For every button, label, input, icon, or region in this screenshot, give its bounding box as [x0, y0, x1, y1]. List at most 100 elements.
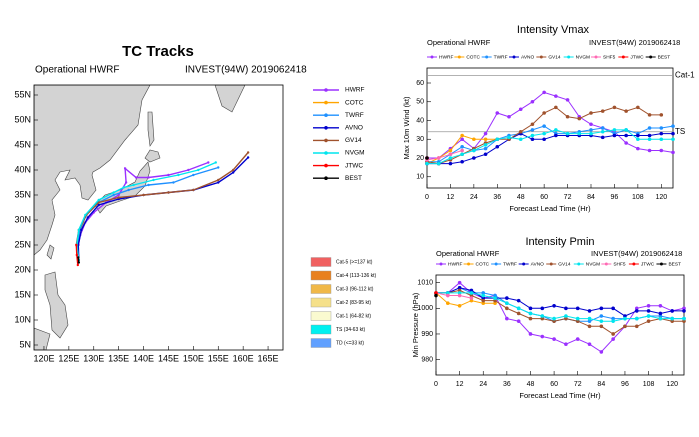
- legend-marker: [324, 126, 328, 130]
- legend-label: GV14: [345, 137, 362, 144]
- data-point: [564, 314, 568, 318]
- data-point: [117, 196, 120, 199]
- data-point: [187, 168, 190, 172]
- data-point: [481, 291, 486, 295]
- data-point: [599, 314, 604, 318]
- intensity-label: Cat-5 (>=137 kt): [336, 259, 373, 265]
- data-point: [425, 161, 429, 166]
- data-point: [207, 161, 210, 164]
- data-point: [481, 296, 486, 300]
- chart-subtitle: Operational HWRF: [436, 249, 500, 258]
- data-point: [192, 173, 195, 177]
- land-taiwan: [46, 244, 55, 260]
- data-point: [540, 306, 545, 311]
- data-point: [599, 306, 604, 311]
- legend-marker: [494, 262, 498, 266]
- data-point: [636, 133, 640, 138]
- x-tick-label: 12: [447, 194, 455, 201]
- x-tick-label: 48: [517, 194, 525, 201]
- data-point: [554, 105, 558, 110]
- data-point: [565, 114, 570, 119]
- data-point: [565, 98, 570, 102]
- data-point: [97, 198, 100, 202]
- legend-label: JTWC: [641, 261, 655, 267]
- series-line: [435, 292, 472, 299]
- data-point: [589, 122, 593, 127]
- data-point: [481, 301, 486, 306]
- legend-label: BEST: [658, 54, 671, 60]
- data-point: [670, 309, 674, 313]
- legend-label: GV14: [548, 54, 561, 60]
- data-point: [634, 324, 639, 329]
- legend-marker: [549, 262, 553, 266]
- data-point: [152, 178, 155, 182]
- legend-marker: [567, 55, 571, 59]
- data-point: [647, 148, 652, 153]
- data-point: [671, 124, 675, 128]
- y-tick-label: 5N: [19, 339, 31, 349]
- x-tick-label: 84: [587, 194, 595, 201]
- data-point: [540, 334, 545, 339]
- legend-label: COTC: [466, 54, 480, 60]
- y-axis-label: Min Pressure (hPa): [411, 292, 420, 357]
- data-point: [147, 176, 150, 179]
- data-point: [623, 314, 627, 318]
- data-point: [469, 288, 474, 293]
- data-point: [483, 131, 488, 136]
- x-tick-label: 108: [632, 194, 644, 201]
- data-point: [505, 316, 509, 321]
- data-point: [670, 316, 674, 321]
- data-point: [646, 319, 651, 323]
- reference-label: Cat-1: [675, 71, 695, 80]
- x-tick-label: 72: [564, 194, 572, 201]
- data-point: [552, 319, 556, 323]
- data-point: [530, 128, 535, 132]
- series-line: [427, 125, 674, 163]
- data-point: [197, 168, 200, 172]
- data-point: [434, 291, 438, 295]
- data-point: [457, 280, 462, 285]
- data-point: [540, 316, 545, 321]
- data-point: [587, 316, 592, 321]
- data-point: [634, 309, 639, 313]
- chart-title: Intensity Vmax: [517, 24, 590, 36]
- data-point: [624, 109, 628, 113]
- y-tick-label: 25N: [14, 239, 31, 249]
- land-borneo: [34, 327, 51, 350]
- legend-label: GV14: [558, 261, 571, 267]
- x-tick-label: 120: [655, 194, 667, 201]
- plot-frame: [426, 67, 674, 189]
- y-tick-label: 55N: [14, 89, 31, 99]
- series-line: [427, 91, 674, 159]
- intensity-label: Cat-4 (113-136 kt): [336, 273, 377, 279]
- x-tick-label: 60: [540, 194, 548, 201]
- legend-marker: [649, 55, 653, 59]
- data-point: [84, 213, 87, 217]
- data-point: [80, 228, 83, 232]
- legend-marker: [659, 262, 663, 266]
- data-point: [469, 293, 474, 298]
- x-tick-label: 165E: [258, 353, 279, 363]
- data-point: [634, 316, 639, 321]
- data-point: [542, 111, 546, 115]
- data-point: [124, 181, 128, 184]
- data-point: [682, 309, 686, 313]
- x-tick-label: 36: [493, 194, 501, 201]
- data-point: [542, 131, 546, 136]
- x-tick-label: 24: [479, 381, 487, 388]
- land-hokkaido: [144, 149, 161, 163]
- data-point: [587, 309, 592, 313]
- data-point: [505, 301, 509, 306]
- x-tick-label: 72: [574, 381, 582, 388]
- land-kamchatka: [214, 85, 246, 113]
- data-point: [481, 298, 486, 303]
- data-point: [127, 188, 130, 192]
- data-point: [483, 137, 488, 142]
- data-point: [611, 319, 615, 323]
- data-point: [472, 137, 476, 142]
- legend-marker: [324, 151, 328, 155]
- data-point: [658, 314, 663, 318]
- data-point: [587, 319, 592, 323]
